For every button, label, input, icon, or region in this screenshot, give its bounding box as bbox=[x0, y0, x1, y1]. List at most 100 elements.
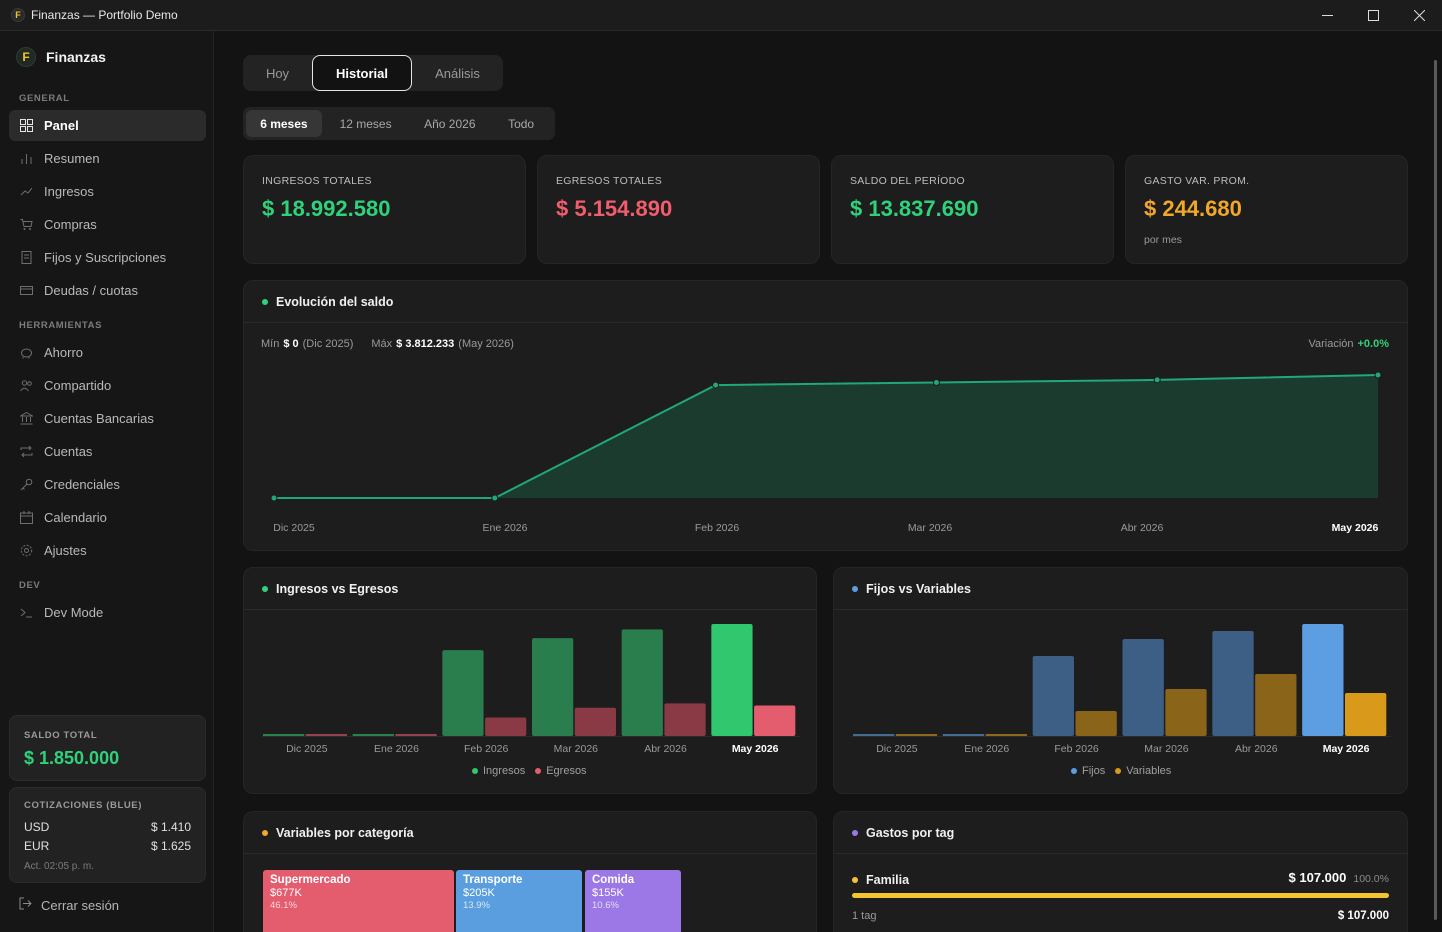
x-tick-label: May 2026 bbox=[1323, 743, 1370, 755]
main-scrollbar[interactable] bbox=[1427, 31, 1442, 932]
bar-ingresos[interactable] bbox=[711, 624, 753, 736]
tag-amount: $ 107.000 100.0% bbox=[1289, 870, 1389, 885]
close-window-button[interactable] bbox=[1396, 0, 1442, 31]
sidebar-item-ingresos[interactable]: Ingresos bbox=[9, 176, 206, 207]
evolucion-point[interactable] bbox=[1153, 376, 1161, 384]
kpi-value: $ 5.154.890 bbox=[556, 196, 673, 221]
x-tick-label: Mar 2026 bbox=[554, 743, 599, 755]
bar-fijos[interactable] bbox=[853, 734, 895, 736]
range-todo[interactable]: Todo bbox=[508, 116, 535, 131]
bar-ingresos[interactable] bbox=[621, 629, 663, 736]
kpi-card-ingresos: INGRESOS TOTALES $ 18.992.580 bbox=[243, 155, 526, 264]
bar-fijos[interactable] bbox=[1032, 656, 1074, 736]
evolucion-area bbox=[274, 375, 1378, 498]
treemap-pct: 13.9% bbox=[463, 900, 490, 911]
logout-label: Cerrar sesión bbox=[41, 897, 120, 913]
evolucion-point[interactable] bbox=[270, 494, 278, 502]
evolucion-point[interactable] bbox=[1374, 371, 1382, 379]
bar-ingresos[interactable] bbox=[263, 734, 305, 736]
sidebar-item-deudas[interactable]: Deudas / cuotas bbox=[9, 275, 206, 306]
tag-progress-fill bbox=[852, 893, 1389, 898]
sidebar-item-dev-mode[interactable]: Dev Mode bbox=[9, 597, 206, 628]
kpi-value: $ 18.992.580 bbox=[262, 196, 391, 221]
sidebar-item-calendario[interactable]: Calendario bbox=[9, 502, 206, 533]
evolucion-chart: Dic 2025 Ene 2026 Feb 2026 Mar 2026 Abr 2026… bbox=[270, 371, 1382, 534]
bar-fijos[interactable] bbox=[1122, 639, 1164, 736]
x-tick-label: Feb 2026 bbox=[464, 743, 509, 755]
bar-fijos[interactable] bbox=[1212, 631, 1254, 736]
scrollbar-thumb[interactable] bbox=[1434, 60, 1437, 920]
legend-dot bbox=[472, 768, 478, 774]
evolucion-panel: Evolución del saldo Mín $ 0 (Dic 2025) M… bbox=[243, 280, 1408, 551]
sidebar-item-credenciales[interactable]: Credenciales bbox=[9, 469, 206, 500]
bar-variables[interactable] bbox=[895, 734, 938, 736]
tab-historial[interactable]: Historial bbox=[312, 55, 412, 91]
tab-analisis[interactable]: Análisis bbox=[435, 65, 480, 81]
tag-pct: 100.0% bbox=[1353, 873, 1389, 885]
bar-fijos[interactable] bbox=[1302, 624, 1344, 736]
ingresos-egresos-chart: Dic 2025 Ene 2026 Feb 2026 Mar 2026 Abr 2026… bbox=[262, 624, 800, 755]
bar-egresos[interactable] bbox=[754, 705, 796, 736]
fijos-variables-panel: Fijos vs Variables Dic 2025 Ene 2026 Feb 2… bbox=[833, 567, 1408, 794]
sidebar: F Finanzas GENERAL HERRAMIENTAS DEV Pane… bbox=[0, 31, 214, 932]
evolucion-point[interactable] bbox=[932, 378, 940, 386]
bar-variables[interactable] bbox=[1165, 689, 1207, 736]
bar-egresos[interactable] bbox=[305, 734, 347, 736]
sidebar-item-resumen[interactable]: Resumen bbox=[9, 143, 206, 174]
logout-button[interactable]: Cerrar sesión bbox=[19, 897, 119, 913]
calendar-icon bbox=[19, 510, 34, 525]
treemap-pct: 46.1% bbox=[270, 900, 297, 911]
fijos-variables-legend: Fijos Variables bbox=[1066, 765, 1176, 777]
range-12-meses[interactable]: 12 meses bbox=[339, 116, 392, 131]
cotizacion-row: USD $ 1.410 bbox=[24, 820, 191, 834]
sidebar-item-compras[interactable]: Compras bbox=[9, 209, 206, 240]
sidebar-item-fijos[interactable]: Fijos y Suscripciones bbox=[9, 242, 206, 273]
tag-count: 1 tag bbox=[852, 910, 877, 922]
bar-ingresos[interactable] bbox=[442, 650, 484, 736]
minimize-button[interactable] bbox=[1304, 0, 1350, 31]
sidebar-item-ahorro[interactable]: Ahorro bbox=[9, 337, 206, 368]
cotizaciones-updated: Act. 02:05 p. m. bbox=[24, 861, 95, 872]
panel-dot bbox=[852, 585, 858, 592]
evolucion-point[interactable] bbox=[712, 381, 720, 389]
range-ano-2026[interactable]: Año 2026 bbox=[424, 116, 476, 131]
maximize-button[interactable] bbox=[1350, 0, 1396, 31]
treemap-block-transporte[interactable]: Transporte $205K 13.9% bbox=[456, 870, 582, 932]
section-label-general: GENERAL bbox=[19, 93, 70, 104]
max-period: (May 2026) bbox=[458, 338, 514, 350]
bar-egresos[interactable] bbox=[395, 734, 437, 736]
kpi-sub: por mes bbox=[1144, 234, 1182, 246]
tab-hoy[interactable]: Hoy bbox=[265, 65, 290, 81]
bar-egresos[interactable] bbox=[485, 717, 527, 736]
bar-ingresos[interactable] bbox=[352, 734, 394, 736]
bar-variables[interactable] bbox=[1255, 674, 1297, 736]
sidebar-item-compartido[interactable]: Compartido bbox=[9, 370, 206, 401]
sidebar-item-panel[interactable]: Panel bbox=[9, 110, 206, 141]
x-tick-label: Mar 2026 bbox=[908, 522, 953, 534]
bar-fijos[interactable] bbox=[942, 734, 985, 736]
sidebar-item-label: Fijos y Suscripciones bbox=[44, 250, 167, 265]
panel-dot bbox=[262, 298, 268, 305]
x-tick-label: May 2026 bbox=[1332, 522, 1379, 534]
legend-label: Variables bbox=[1126, 765, 1172, 777]
bar-ingresos[interactable] bbox=[532, 638, 574, 736]
bar-egresos[interactable] bbox=[664, 703, 706, 736]
treemap-block-supermercado[interactable]: Supermercado $677K 46.1% bbox=[263, 870, 454, 932]
cotizaciones-label: COTIZACIONES (BLUE) bbox=[24, 800, 143, 811]
sidebar-item-cuentas-bancarias[interactable]: Cuentas Bancarias bbox=[9, 403, 206, 434]
bar-variables[interactable] bbox=[985, 734, 1027, 736]
piggy-bank-icon bbox=[19, 345, 34, 360]
x-tick-label: Dic 2025 bbox=[876, 743, 918, 755]
bar-variables[interactable] bbox=[1344, 693, 1387, 736]
sidebar-item-cuentas[interactable]: Cuentas bbox=[9, 436, 206, 467]
sidebar-item-label: Resumen bbox=[44, 151, 100, 166]
sidebar-item-ajustes[interactable]: Ajustes bbox=[9, 535, 206, 566]
bar-variables[interactable] bbox=[1075, 711, 1117, 736]
range-6-meses[interactable]: 6 meses bbox=[246, 110, 322, 137]
treemap-block-comida[interactable]: Comida $155K 10.6% bbox=[585, 870, 681, 932]
evolucion-point[interactable] bbox=[491, 494, 499, 502]
kpi-card-saldo: SALDO DEL PERÍODO $ 13.837.690 bbox=[831, 155, 1114, 264]
bar-egresos[interactable] bbox=[574, 707, 616, 736]
brand[interactable]: F Finanzas bbox=[16, 47, 106, 67]
tag-row[interactable]: Familia bbox=[852, 873, 909, 887]
